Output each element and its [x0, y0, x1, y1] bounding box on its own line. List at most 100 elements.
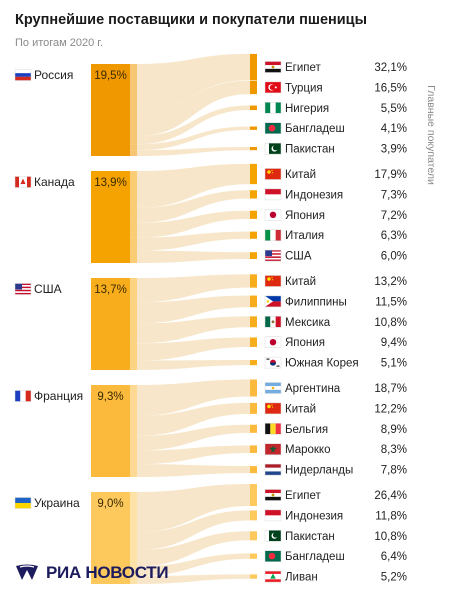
flow-link [137, 360, 250, 370]
buyer-name: Филиппины [285, 296, 347, 308]
flag-egypt-icon [264, 61, 282, 73]
buyer-share: 17,9% [374, 169, 407, 181]
supplier-bar [91, 64, 130, 156]
supplier-group: США Китай 13,2% Филиппины 11,5% Мексика 10,8% Я… [14, 274, 407, 370]
buyer-name: Пакистан [285, 531, 335, 543]
flow-link [137, 379, 250, 416]
buyer-bar [250, 553, 257, 559]
buyer-share: 18,7% [374, 383, 407, 395]
flag-morocco-icon [264, 443, 282, 455]
ria-logo: РИА НОВОСТИ [14, 563, 169, 583]
flow-link [137, 483, 250, 533]
supplier-strip-segment [130, 343, 137, 361]
buyer-share: 16,5% [374, 82, 407, 94]
supplier-strip-segment [130, 549, 137, 567]
buyer-share: 7,8% [381, 465, 407, 477]
flag-bangladesh-icon [264, 122, 282, 134]
buyer-share: 3,9% [381, 144, 407, 156]
flow-link [137, 445, 250, 465]
buyer-name: Марокко [285, 444, 330, 456]
flow-link [137, 553, 250, 577]
buyer-share: 10,8% [374, 317, 407, 329]
flow-link [137, 231, 250, 251]
buyer-name: Ливан [285, 572, 318, 584]
supplier-strip-segment [130, 222, 137, 238]
buyer-share: 10,8% [374, 531, 407, 543]
buyer-name: Индонезия [285, 510, 343, 522]
buyer-share: 11,8% [375, 510, 407, 522]
buyer-name: Бельгия [285, 424, 328, 436]
flow-link [137, 147, 250, 156]
flow-link [137, 424, 250, 451]
flag-nigeria-icon [264, 102, 282, 114]
flag-france-icon [14, 390, 32, 402]
supplier-bar [91, 385, 130, 477]
supplier-group: Канада Китай 17,9% Индонезия 7,3% Япония 7,2% И… [14, 163, 407, 263]
buyer-name: Китай [285, 169, 316, 181]
flag-usa-icon [264, 249, 282, 262]
supplier-strip-segment [130, 171, 137, 208]
flag-turkey-icon [264, 81, 282, 94]
buyer-bar [250, 53, 257, 81]
flag-ukraine-icon [14, 497, 32, 509]
supplier-strip-segment [130, 415, 137, 436]
buyer-share: 32,1% [374, 62, 407, 74]
buyer-bar [250, 252, 257, 259]
supplier-name: Франция [34, 389, 83, 403]
buyer-share: 6,3% [381, 230, 407, 242]
flag-canada-icon [14, 176, 32, 188]
flow-link [137, 274, 250, 303]
buyer-bar [250, 190, 257, 199]
supplier-strip-segment [130, 250, 137, 263]
flow-link [137, 163, 250, 208]
supplier-group: Франция Аргентина 18,7% Китай 12,2% Бельгия 8,… [14, 379, 407, 477]
buyer-share: 26,4% [374, 490, 407, 502]
buyer-bar [250, 163, 257, 185]
buyer-share: 9,4% [381, 337, 407, 349]
flag-netherlands-icon [264, 463, 282, 476]
flow-link [137, 574, 250, 584]
buyer-bar [250, 337, 257, 347]
supplier-strip-segment [130, 576, 137, 584]
chart-subtitle: По итогам 2020 г. [15, 37, 104, 49]
buyer-name: Южная Корея [285, 358, 359, 370]
supplier-name: Россия [34, 68, 73, 82]
flag-lebanon-icon [264, 570, 282, 583]
buyer-share: 12,2% [374, 403, 407, 415]
buyer-share: 7,2% [381, 210, 407, 222]
flow-link [137, 531, 250, 567]
buyer-bar [250, 147, 257, 151]
buyer-bar [250, 210, 257, 219]
buyer-name: Китай [285, 276, 316, 288]
buyer-name: Бангладеш [285, 551, 345, 563]
buyer-share: 6,4% [381, 551, 407, 563]
buyer-name: Египет [285, 62, 322, 74]
buyer-name: Индонезия [285, 189, 343, 201]
flow-link [137, 126, 250, 151]
buyer-bar [250, 126, 257, 130]
flag-pakistan-icon [264, 142, 282, 155]
buyer-share: 4,1% [381, 123, 407, 135]
supplier-bar [91, 171, 130, 263]
supplier-name: США [34, 282, 62, 296]
flag-philippines-icon [264, 295, 282, 308]
flag-bangladesh-icon [264, 550, 282, 562]
buyer-bar [250, 360, 257, 366]
buyer-name: Нигерия [285, 103, 329, 115]
buyers-axis-label-text: Главные покупатели [425, 85, 437, 185]
flow-link [137, 510, 250, 550]
buyer-name: Бангладеш [285, 123, 345, 135]
supplier-strip-segment [130, 150, 137, 156]
buyer-bar [250, 574, 257, 579]
flag-japan-icon [264, 209, 282, 221]
brand-name: РИА НОВОСТИ [46, 563, 169, 582]
flag-japan-icon [264, 336, 282, 348]
buyer-name: Нидерланды [285, 465, 353, 477]
flow-link [137, 53, 250, 112]
buyer-bar [250, 466, 257, 474]
supplier-bar [91, 492, 130, 584]
flow-link [137, 250, 250, 263]
buyer-name: Аргентина [285, 383, 341, 395]
flag-italy-icon [264, 229, 282, 241]
flag-usa-icon [14, 283, 32, 295]
